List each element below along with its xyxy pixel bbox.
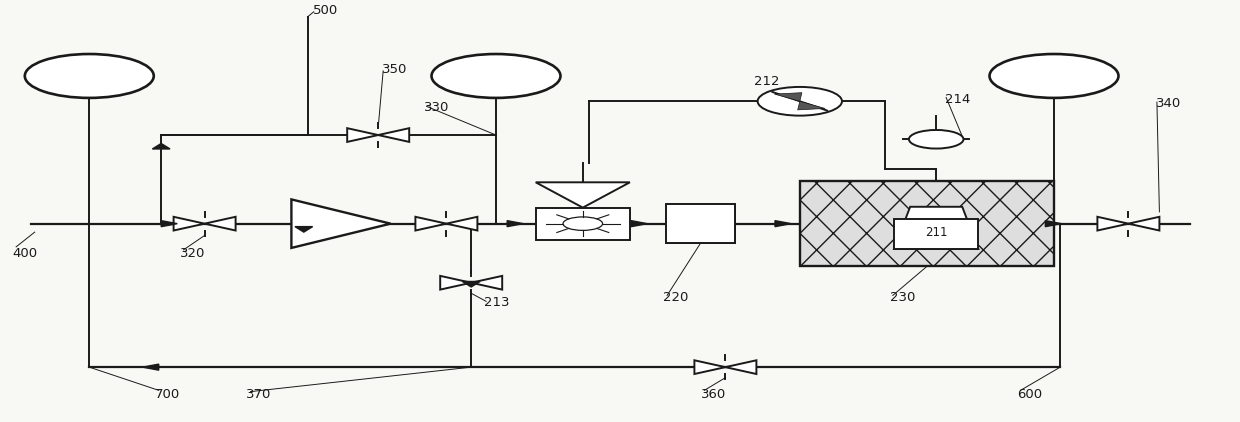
Polygon shape [894, 207, 978, 249]
Polygon shape [174, 217, 205, 230]
Circle shape [909, 130, 963, 149]
Polygon shape [1097, 217, 1128, 230]
Polygon shape [347, 128, 378, 142]
Text: 500: 500 [312, 4, 337, 17]
Text: 350: 350 [382, 63, 407, 76]
Bar [894, 219, 978, 249]
Polygon shape [775, 221, 791, 227]
Polygon shape [295, 227, 312, 232]
Text: 700: 700 [155, 388, 180, 401]
Text: 400: 400 [12, 247, 37, 260]
Polygon shape [536, 182, 630, 208]
Circle shape [25, 54, 154, 98]
Text: 360: 360 [701, 388, 725, 401]
Polygon shape [440, 276, 471, 289]
Circle shape [563, 217, 603, 230]
Polygon shape [775, 93, 802, 101]
Bar [536, 208, 630, 240]
Circle shape [758, 87, 842, 116]
Polygon shape [797, 101, 825, 110]
Polygon shape [415, 217, 446, 230]
Text: 100: 100 [322, 217, 347, 230]
Polygon shape [507, 221, 523, 227]
Polygon shape [161, 221, 177, 227]
Polygon shape [725, 360, 756, 374]
Text: 310: 310 [76, 68, 103, 84]
Polygon shape [153, 143, 170, 149]
Bar [800, 181, 1054, 266]
Text: 215: 215 [1040, 68, 1068, 84]
Text: 215: 215 [482, 68, 510, 84]
Text: 330: 330 [424, 101, 449, 114]
Text: 213: 213 [484, 297, 510, 309]
Polygon shape [205, 217, 236, 230]
Text: 220: 220 [663, 291, 688, 304]
Polygon shape [471, 276, 502, 289]
Bar [666, 204, 735, 243]
Polygon shape [631, 221, 647, 227]
Polygon shape [1128, 217, 1159, 230]
Text: 212: 212 [754, 75, 780, 87]
Polygon shape [291, 200, 391, 248]
Polygon shape [463, 281, 480, 287]
Text: 370: 370 [246, 388, 270, 401]
Text: 230: 230 [890, 291, 915, 304]
Polygon shape [446, 217, 477, 230]
Text: 214: 214 [945, 93, 970, 106]
Polygon shape [694, 360, 725, 374]
Polygon shape [143, 364, 159, 370]
Text: 211: 211 [925, 227, 947, 239]
Circle shape [432, 54, 560, 98]
Polygon shape [378, 128, 409, 142]
Text: 320: 320 [180, 247, 205, 260]
Polygon shape [1045, 221, 1061, 227]
Text: 340: 340 [1156, 97, 1180, 110]
Circle shape [990, 54, 1118, 98]
Text: 600: 600 [1017, 388, 1042, 401]
